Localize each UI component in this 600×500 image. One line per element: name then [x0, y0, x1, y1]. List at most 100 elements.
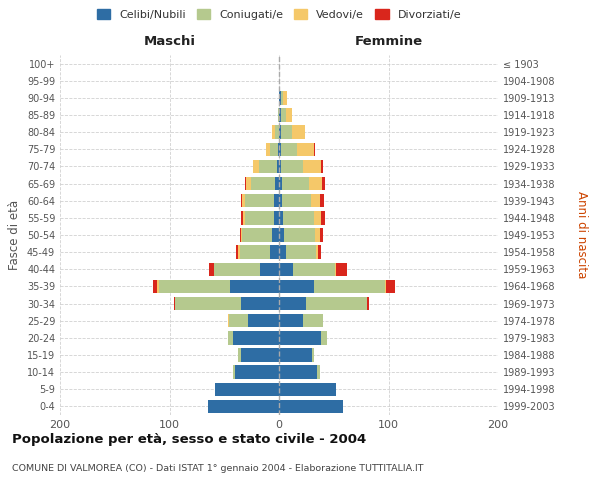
Bar — [270, 246, 279, 259]
Bar — [283, 211, 314, 224]
Bar — [320, 211, 325, 224]
Text: Popolazione per età, sesso e stato civile - 2004: Popolazione per età, sesso e stato civil… — [12, 432, 366, 446]
Bar — [227, 314, 229, 328]
Bar — [308, 177, 322, 190]
Bar — [320, 194, 324, 207]
Bar — [214, 262, 260, 276]
Bar — [279, 366, 317, 379]
Bar — [282, 194, 311, 207]
Bar — [296, 142, 314, 156]
Bar — [174, 297, 175, 310]
Bar — [315, 228, 320, 241]
Bar — [279, 211, 283, 224]
Bar — [279, 348, 312, 362]
Bar — [279, 194, 282, 207]
Bar — [279, 160, 281, 173]
Text: COMUNE DI VALMOREA (CO) - Dati ISTAT 1° gennaio 2004 - Elaborazione TUTTITALIA.I: COMUNE DI VALMOREA (CO) - Dati ISTAT 1° … — [12, 464, 424, 473]
Bar — [278, 108, 279, 122]
Bar — [386, 280, 395, 293]
Bar — [314, 280, 385, 293]
Bar — [281, 126, 292, 139]
Bar — [319, 246, 320, 259]
Bar — [279, 246, 286, 259]
Bar — [241, 194, 242, 207]
Bar — [279, 297, 307, 310]
Bar — [279, 382, 336, 396]
Bar — [157, 280, 158, 293]
Bar — [279, 142, 281, 156]
Bar — [279, 331, 320, 344]
Bar — [281, 108, 286, 122]
Bar — [322, 177, 325, 190]
Bar — [282, 177, 308, 190]
Bar — [272, 126, 275, 139]
Bar — [279, 228, 284, 241]
Bar — [281, 142, 296, 156]
Bar — [279, 91, 281, 104]
Bar — [279, 177, 282, 190]
Y-axis label: Fasce di età: Fasce di età — [8, 200, 21, 270]
Bar — [281, 160, 303, 173]
Bar — [239, 228, 241, 241]
Bar — [286, 108, 292, 122]
Text: Femmine: Femmine — [355, 35, 422, 48]
Bar — [279, 314, 303, 328]
Bar — [245, 177, 246, 190]
Bar — [230, 280, 279, 293]
Bar — [279, 280, 314, 293]
Bar — [241, 297, 279, 310]
Bar — [260, 262, 279, 276]
Bar — [284, 228, 315, 241]
Bar — [316, 246, 319, 259]
Bar — [241, 211, 243, 224]
Bar — [246, 177, 251, 190]
Bar — [275, 177, 279, 190]
Bar — [242, 228, 272, 241]
Bar — [229, 314, 248, 328]
Bar — [266, 142, 270, 156]
Bar — [259, 160, 277, 173]
Bar — [236, 246, 238, 259]
Bar — [279, 126, 281, 139]
Bar — [245, 194, 274, 207]
Bar — [307, 297, 367, 310]
Bar — [303, 160, 320, 173]
Bar — [208, 400, 279, 413]
Bar — [367, 297, 369, 310]
Bar — [175, 297, 241, 310]
Text: Maschi: Maschi — [143, 35, 196, 48]
Bar — [241, 348, 279, 362]
Bar — [320, 331, 327, 344]
Bar — [215, 382, 279, 396]
Bar — [274, 194, 279, 207]
Bar — [385, 280, 386, 293]
Bar — [238, 348, 241, 362]
Bar — [209, 262, 214, 276]
Bar — [158, 280, 230, 293]
Bar — [245, 211, 274, 224]
Y-axis label: Anni di nascita: Anni di nascita — [575, 192, 588, 278]
Bar — [274, 211, 279, 224]
Bar — [317, 366, 320, 379]
Bar — [311, 194, 320, 207]
Bar — [314, 211, 320, 224]
Bar — [227, 331, 233, 344]
Legend: Celibi/Nubili, Coniugati/e, Vedovi/e, Divorziati/e: Celibi/Nubili, Coniugati/e, Vedovi/e, Di… — [92, 5, 466, 24]
Bar — [243, 211, 245, 224]
Bar — [235, 366, 279, 379]
Bar — [272, 228, 279, 241]
Bar — [238, 246, 239, 259]
Bar — [153, 280, 157, 293]
Bar — [320, 160, 323, 173]
Bar — [336, 262, 347, 276]
Bar — [241, 228, 242, 241]
Bar — [303, 314, 323, 328]
Bar — [242, 194, 245, 207]
Bar — [278, 142, 279, 156]
Bar — [335, 262, 336, 276]
Bar — [293, 262, 335, 276]
Bar — [283, 91, 287, 104]
Bar — [253, 160, 259, 173]
Bar — [270, 142, 278, 156]
Bar — [248, 314, 279, 328]
